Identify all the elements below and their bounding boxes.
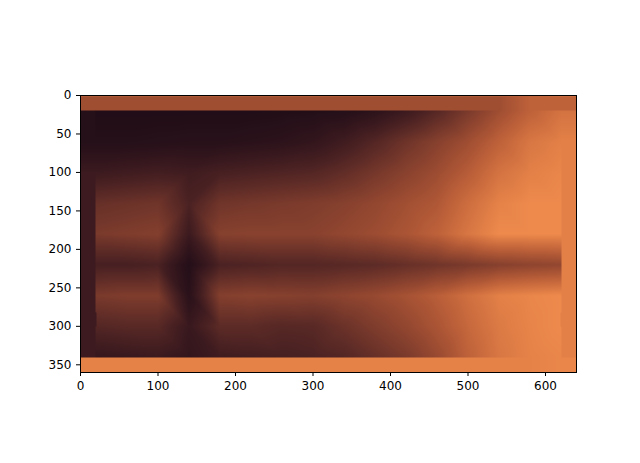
svg-text:400: 400 xyxy=(379,379,402,393)
svg-text:600: 600 xyxy=(534,379,557,393)
svg-text:100: 100 xyxy=(49,165,72,179)
svg-text:300: 300 xyxy=(49,319,72,333)
svg-text:100: 100 xyxy=(147,379,170,393)
svg-text:200: 200 xyxy=(224,379,247,393)
svg-text:500: 500 xyxy=(457,379,480,393)
svg-text:200: 200 xyxy=(49,242,72,256)
svg-text:250: 250 xyxy=(49,281,72,295)
svg-text:300: 300 xyxy=(302,379,325,393)
svg-text:0: 0 xyxy=(64,88,72,102)
svg-text:50: 50 xyxy=(56,127,71,141)
svg-text:350: 350 xyxy=(49,358,72,372)
svg-text:150: 150 xyxy=(49,204,72,218)
svg-text:0: 0 xyxy=(77,379,85,393)
